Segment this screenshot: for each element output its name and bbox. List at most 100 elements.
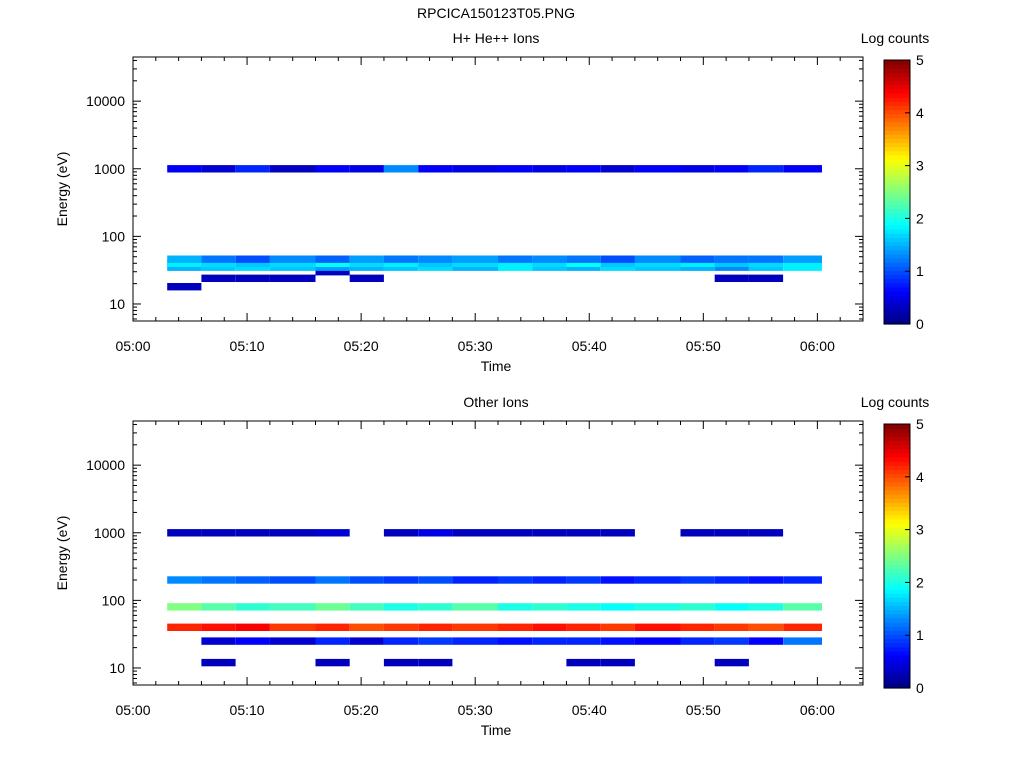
colorbar-swatch xyxy=(884,428,910,433)
heatmap-cell xyxy=(349,576,384,584)
heatmap-cell xyxy=(566,263,601,271)
colorbar-top: 0 1 2 3 4 5 xyxy=(883,52,924,332)
heatmap-cell xyxy=(201,637,236,645)
y-tick-label: 1000 xyxy=(94,161,125,177)
colorbar-swatch xyxy=(884,597,910,602)
heatmap-cell xyxy=(235,259,270,267)
colorbar-swatch xyxy=(884,187,910,193)
colorbar-swatch xyxy=(884,225,910,230)
heatmap-cell xyxy=(600,576,635,584)
colorbar-swatch xyxy=(884,683,910,689)
heatmap-cell xyxy=(566,165,601,173)
heatmap-cell xyxy=(383,255,419,263)
colorbar-swatch xyxy=(884,543,910,549)
heatmap-cell xyxy=(634,255,681,263)
heatmap-cell xyxy=(418,637,453,645)
heatmap-cell xyxy=(532,165,567,173)
x-tick-label: 05:00 xyxy=(115,702,150,718)
heatmap-cell xyxy=(349,263,384,271)
colorbar-swatch xyxy=(884,315,910,321)
colorbar-swatch xyxy=(884,299,910,304)
heatmap-cell xyxy=(600,637,635,645)
colorbar-tick-label: 1 xyxy=(916,627,924,643)
heatmap-cell xyxy=(714,263,749,271)
colorbar-bottom: 0 1 2 3 4 5 xyxy=(883,416,924,696)
colorbar-swatch xyxy=(884,502,910,508)
heatmap-cell xyxy=(566,529,601,537)
heatmap-cell xyxy=(498,255,533,263)
colorbar-swatch xyxy=(884,233,910,238)
heatmap-cell xyxy=(714,165,749,173)
colorbar-swatch xyxy=(884,659,910,664)
heatmap-cell xyxy=(783,576,822,584)
heatmap-cell xyxy=(349,637,384,645)
heatmap-cell xyxy=(714,274,749,282)
heatmap-cell xyxy=(566,658,601,667)
colorbar-swatch xyxy=(884,572,910,578)
heatmap-cell xyxy=(452,576,498,584)
heatmap-cell xyxy=(349,623,384,631)
heatmap-cell xyxy=(315,603,350,611)
colorbar-label-top: Log counts xyxy=(861,30,930,46)
colorbar-swatch xyxy=(884,134,910,139)
heatmap-cell xyxy=(498,263,533,271)
heatmap-cell xyxy=(748,255,784,263)
x-tick-label: 05:10 xyxy=(230,702,265,718)
heatmap-cell xyxy=(452,603,498,611)
heatmap-cell xyxy=(748,165,784,173)
colorbar-swatch xyxy=(884,295,910,300)
colorbar-swatch xyxy=(884,444,910,450)
colorbar-swatch xyxy=(884,167,910,172)
colorbar-swatch xyxy=(884,642,910,648)
heatmap-cell xyxy=(235,623,270,631)
colorbar-swatch xyxy=(884,601,910,607)
colorbar-swatch xyxy=(884,539,910,545)
heatmap-cell xyxy=(748,529,784,537)
heatmap-cell xyxy=(783,637,822,645)
colorbar-swatch xyxy=(884,146,910,152)
colorbar-swatch xyxy=(884,229,910,234)
colorbar-swatch xyxy=(884,506,910,512)
y-tick-label: 10000 xyxy=(86,457,125,473)
heatmap-cell xyxy=(349,259,384,267)
x-tick-label: 05:00 xyxy=(115,338,150,354)
heatmap-cell xyxy=(201,165,236,173)
colorbar-swatch xyxy=(884,675,910,681)
heatmap-other-ions xyxy=(167,529,822,667)
heatmap-cell xyxy=(201,255,236,263)
heatmap-cell xyxy=(714,255,749,263)
colorbar-swatch xyxy=(884,278,910,284)
heatmap-cell xyxy=(418,529,453,537)
colorbar-swatch xyxy=(884,584,910,590)
heatmap-cell xyxy=(383,165,419,173)
colorbar-swatch xyxy=(884,286,910,292)
y-tick-label: 1000 xyxy=(94,525,125,541)
colorbar-swatch xyxy=(884,249,910,255)
colorbar-tick-label: 5 xyxy=(916,52,924,68)
heatmap-cell xyxy=(383,637,419,645)
heatmap-cell xyxy=(315,529,350,537)
heatmap-cell xyxy=(315,255,350,263)
colorbar-swatch xyxy=(884,469,910,475)
heatmap-cell xyxy=(269,576,316,584)
heatmap-cell xyxy=(269,165,316,173)
heatmap-cell xyxy=(167,623,202,631)
heatmap-cell xyxy=(418,603,453,611)
heatmap-cell xyxy=(532,603,567,611)
heatmap-cell xyxy=(235,263,270,271)
colorbar-swatch xyxy=(884,64,910,69)
heatmap-cell xyxy=(452,623,498,631)
heatmap-cell xyxy=(201,658,236,667)
heatmap-cell xyxy=(418,623,453,631)
heatmap-cell xyxy=(783,259,822,267)
colorbar-swatch xyxy=(884,634,910,640)
y-axis-label-top: Energy (eV) xyxy=(54,152,70,227)
heatmap-cell xyxy=(383,658,419,667)
heatmap-cell xyxy=(783,255,822,263)
heatmap-cell xyxy=(235,274,270,282)
colorbar-swatch xyxy=(884,159,910,164)
colorbar-swatch xyxy=(884,303,910,309)
heatmap-cell xyxy=(315,637,350,645)
panel-title-other-ions: Other Ions xyxy=(463,394,528,410)
